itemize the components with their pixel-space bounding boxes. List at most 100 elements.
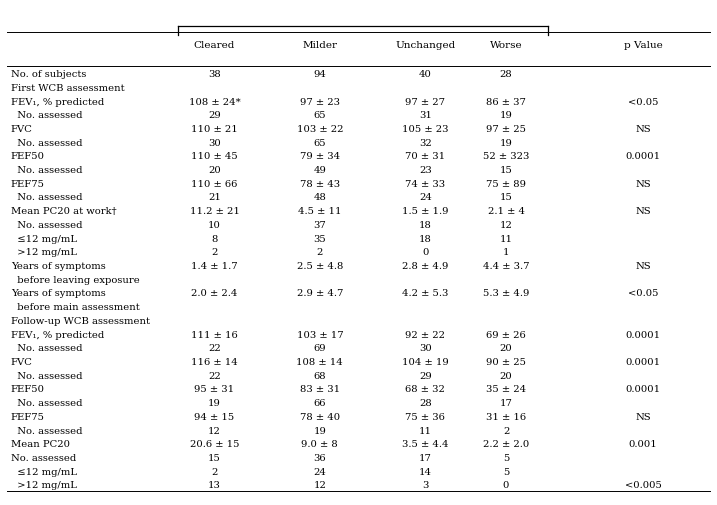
Text: 2.0 ± 2.4: 2.0 ± 2.4 bbox=[191, 289, 237, 298]
Text: 24: 24 bbox=[313, 467, 326, 476]
Text: 5: 5 bbox=[503, 467, 509, 476]
Text: <0.05: <0.05 bbox=[628, 97, 658, 106]
Text: 30: 30 bbox=[208, 138, 221, 147]
Text: 20: 20 bbox=[500, 343, 513, 352]
Text: 79 ± 34: 79 ± 34 bbox=[300, 152, 340, 161]
Text: 0: 0 bbox=[503, 480, 509, 489]
Text: 78 ± 43: 78 ± 43 bbox=[300, 179, 340, 188]
Text: 65: 65 bbox=[313, 138, 326, 147]
Text: 2: 2 bbox=[503, 426, 509, 435]
Text: 65: 65 bbox=[313, 111, 326, 120]
Text: No. assessed: No. assessed bbox=[11, 111, 82, 120]
Text: 103 ± 17: 103 ± 17 bbox=[297, 330, 343, 339]
Text: 1.4 ± 1.7: 1.4 ± 1.7 bbox=[191, 262, 238, 271]
Text: Years of symptoms: Years of symptoms bbox=[11, 289, 105, 298]
Text: 2.8 ± 4.9: 2.8 ± 4.9 bbox=[402, 262, 448, 271]
Text: 11.2 ± 21: 11.2 ± 21 bbox=[189, 207, 239, 216]
Text: 0.0001: 0.0001 bbox=[625, 357, 660, 366]
Text: Mean PC20: Mean PC20 bbox=[11, 439, 70, 448]
Text: <0.005: <0.005 bbox=[625, 480, 662, 489]
Text: No. assessed: No. assessed bbox=[11, 221, 82, 229]
Text: 108 ± 24*: 108 ± 24* bbox=[189, 97, 240, 106]
Text: Cleared: Cleared bbox=[194, 41, 235, 50]
Text: 94 ± 15: 94 ± 15 bbox=[194, 412, 234, 421]
Text: 40: 40 bbox=[419, 70, 432, 79]
Text: 75 ± 89: 75 ± 89 bbox=[486, 179, 526, 188]
Text: 15: 15 bbox=[500, 166, 513, 175]
Text: 36: 36 bbox=[313, 453, 326, 462]
Text: 11: 11 bbox=[500, 234, 513, 243]
Text: 12: 12 bbox=[313, 480, 326, 489]
Text: 22: 22 bbox=[208, 343, 221, 352]
Text: 11: 11 bbox=[419, 426, 432, 435]
Text: No. assessed: No. assessed bbox=[11, 426, 82, 435]
Text: 48: 48 bbox=[313, 193, 326, 202]
Text: 28: 28 bbox=[419, 398, 432, 408]
Text: 3: 3 bbox=[422, 480, 429, 489]
Text: 12: 12 bbox=[500, 221, 513, 229]
Text: FEV₁, % predicted: FEV₁, % predicted bbox=[11, 330, 104, 339]
Text: 35: 35 bbox=[313, 234, 326, 243]
Text: Years of symptoms: Years of symptoms bbox=[11, 262, 105, 271]
Text: FEV₁, % predicted: FEV₁, % predicted bbox=[11, 97, 104, 106]
Text: 70 ± 31: 70 ± 31 bbox=[405, 152, 445, 161]
Text: 35 ± 24: 35 ± 24 bbox=[486, 385, 526, 393]
Text: 97 ± 25: 97 ± 25 bbox=[486, 125, 526, 134]
Text: 21: 21 bbox=[208, 193, 221, 202]
Text: 52 ± 323: 52 ± 323 bbox=[483, 152, 529, 161]
Text: ≤12 mg/mL: ≤12 mg/mL bbox=[11, 234, 77, 243]
Text: Unchanged: Unchanged bbox=[395, 41, 455, 50]
Text: 19: 19 bbox=[208, 398, 221, 408]
Text: 15: 15 bbox=[208, 453, 221, 462]
Text: 86 ± 37: 86 ± 37 bbox=[486, 97, 526, 106]
Text: >12 mg/mL: >12 mg/mL bbox=[11, 480, 77, 489]
Text: 69: 69 bbox=[313, 343, 326, 352]
Text: 32: 32 bbox=[419, 138, 432, 147]
Text: NS: NS bbox=[635, 179, 651, 188]
Text: 2: 2 bbox=[212, 467, 218, 476]
Text: 20: 20 bbox=[208, 166, 221, 175]
Text: 9.0 ± 8: 9.0 ± 8 bbox=[301, 439, 338, 448]
Text: 0.0001: 0.0001 bbox=[625, 330, 660, 339]
Text: No. assessed: No. assessed bbox=[11, 371, 82, 380]
Text: 38: 38 bbox=[208, 70, 221, 79]
Text: 5: 5 bbox=[503, 453, 509, 462]
Text: Mean PC20 at work†: Mean PC20 at work† bbox=[11, 207, 116, 216]
Text: <0.05: <0.05 bbox=[628, 289, 658, 298]
Text: 23: 23 bbox=[419, 166, 432, 175]
Text: No. assessed: No. assessed bbox=[11, 138, 82, 147]
Text: FEF75: FEF75 bbox=[11, 179, 44, 188]
Text: 28: 28 bbox=[500, 70, 513, 79]
Text: 18: 18 bbox=[419, 234, 432, 243]
Text: Follow-up WCB assessment: Follow-up WCB assessment bbox=[11, 316, 150, 325]
Text: 110 ± 21: 110 ± 21 bbox=[191, 125, 238, 134]
Text: 31 ± 16: 31 ± 16 bbox=[486, 412, 526, 421]
Text: 94: 94 bbox=[313, 70, 326, 79]
Text: No. assessed: No. assessed bbox=[11, 166, 82, 175]
Text: 19: 19 bbox=[500, 111, 513, 120]
Text: 108 ± 14: 108 ± 14 bbox=[296, 357, 343, 366]
Text: 18: 18 bbox=[419, 221, 432, 229]
Text: 49: 49 bbox=[313, 166, 326, 175]
Text: 29: 29 bbox=[208, 111, 221, 120]
Text: NS: NS bbox=[635, 412, 651, 421]
Text: 0: 0 bbox=[422, 248, 429, 257]
Text: 2: 2 bbox=[317, 248, 323, 257]
Text: No. assessed: No. assessed bbox=[11, 453, 76, 462]
Text: No. of subjects: No. of subjects bbox=[11, 70, 86, 79]
Text: 17: 17 bbox=[500, 398, 513, 408]
Text: NS: NS bbox=[635, 262, 651, 271]
Text: 74 ± 33: 74 ± 33 bbox=[405, 179, 445, 188]
Text: before leaving exposure: before leaving exposure bbox=[11, 275, 139, 284]
Text: 10: 10 bbox=[208, 221, 221, 229]
Text: 110 ± 45: 110 ± 45 bbox=[191, 152, 238, 161]
Text: No. assessed: No. assessed bbox=[11, 343, 82, 352]
Text: 8: 8 bbox=[212, 234, 218, 243]
Text: p Value: p Value bbox=[624, 41, 663, 50]
Text: 105 ± 23: 105 ± 23 bbox=[402, 125, 449, 134]
Text: 111 ± 16: 111 ± 16 bbox=[191, 330, 238, 339]
Text: 1.5 ± 1.9: 1.5 ± 1.9 bbox=[402, 207, 449, 216]
Text: FEF50: FEF50 bbox=[11, 152, 44, 161]
Text: FVC: FVC bbox=[11, 125, 32, 134]
Text: 19: 19 bbox=[500, 138, 513, 147]
